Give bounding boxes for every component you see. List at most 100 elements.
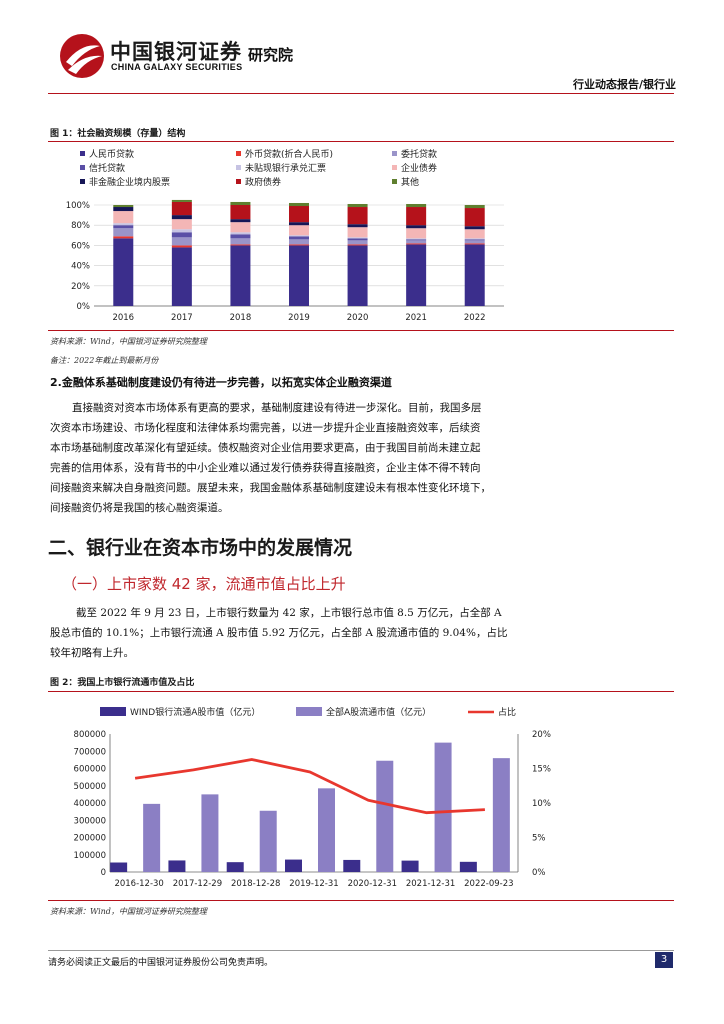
figure1-bottom-rule xyxy=(48,330,674,331)
bar-segment xyxy=(464,229,485,239)
bar-segment xyxy=(230,244,251,246)
bar-segment xyxy=(171,219,192,230)
paragraph-line: 股总市值的 10.1%；上市银行流通 A 股市值 5.92 万亿元，占全部 A … xyxy=(50,627,508,639)
chapter-heading: 二、银行业在资本市场中的发展情况 xyxy=(48,537,353,559)
bar-all-a-share-float-cap xyxy=(434,742,452,872)
figure1-source: 资料来源：Wind，中国银河证券研究院整理 xyxy=(50,337,207,346)
bar-segment xyxy=(406,228,427,239)
y2-tick-label: 20% xyxy=(532,730,551,740)
y-tick-label: 20% xyxy=(71,282,90,292)
y2-tick-label: 0% xyxy=(532,868,546,878)
bar-segment xyxy=(230,245,251,306)
paragraph-line: 次资本市场建设、市场化程度和法律体系均需完善，以进一步提升企业直接融资效率，后续… xyxy=(50,422,481,434)
bar-bank-float-cap xyxy=(110,862,128,872)
bar-segment xyxy=(113,211,134,224)
y-tick-label: 100% xyxy=(66,201,90,211)
header-divider xyxy=(48,93,674,94)
legend-label: 占比 xyxy=(498,706,516,718)
footer-divider xyxy=(48,950,674,951)
paragraph-line: 完善的信用体系，没有背书的中小企业难以通过发行债券获得直接融资，企业主体不得不转… xyxy=(50,462,481,474)
paragraph-line: 间接融资来解决自身融资问题。展望未来，我国金融体系基础制度建设未有根本性变化环境… xyxy=(50,482,491,494)
y-tick-label: 400000 xyxy=(74,799,106,809)
x-tick-label: 2019-12-31 xyxy=(289,879,338,889)
legend-label: 其他 xyxy=(401,176,419,188)
x-tick-label: 2022-09-23 xyxy=(464,879,513,889)
legend-swatch xyxy=(80,179,85,184)
y-tick-label: 40% xyxy=(71,262,90,272)
bar-segment xyxy=(347,237,368,239)
bar-segment xyxy=(113,223,134,226)
bar-segment xyxy=(171,199,192,202)
bar-segment xyxy=(230,219,251,223)
y-tick-label: 80% xyxy=(71,221,90,231)
bar-segment xyxy=(113,238,134,306)
bar-segment xyxy=(289,236,309,240)
bar-segment xyxy=(230,238,251,245)
legend-label: WIND银行流通A股市值（亿元） xyxy=(130,706,260,718)
bar-all-a-share-float-cap xyxy=(143,803,161,872)
bar-segment xyxy=(464,239,485,241)
y-tick-label: 0 xyxy=(101,868,106,878)
bar-segment xyxy=(113,225,134,229)
legend-swatch xyxy=(236,179,241,184)
y-tick-label: 60% xyxy=(71,241,90,251)
bar-segment xyxy=(406,207,427,226)
bar-segment xyxy=(464,226,485,230)
chapter-subheading: （一）上市家数 42 家，流通市值占比上升 xyxy=(62,575,346,593)
bar-bank-float-cap xyxy=(401,860,419,872)
x-tick-label: 2016-12-30 xyxy=(114,879,163,889)
legend-label: 全部A股流通市值（亿元） xyxy=(326,706,431,718)
y-tick-label: 500000 xyxy=(74,782,106,792)
figure2-share-line xyxy=(134,758,485,815)
x-tick-label: 2021-12-31 xyxy=(406,879,455,889)
bar-all-a-share-float-cap xyxy=(318,788,335,872)
legend-label: 人民币贷款 xyxy=(89,148,134,160)
bar-segment xyxy=(289,244,309,246)
legend-swatch xyxy=(392,165,397,170)
bar-segment xyxy=(464,238,485,240)
bar-segment xyxy=(113,207,134,212)
bar-segment xyxy=(464,205,485,209)
paragraph-line: 直接融资对资本市场体系有更高的要求，基础制度建设有待进一步深化。目前，我国多层 xyxy=(72,402,482,414)
paragraph-line: 截至 2022 年 9 月 23 日，上市银行数量为 42 家，上市银行总市值 … xyxy=(76,607,502,619)
bar-all-a-share-float-cap xyxy=(259,810,277,872)
bar-segment xyxy=(464,244,485,306)
figure1-note: 备注：2022年截止到最新月份 xyxy=(50,356,159,365)
section-heading: 2.金融体系基础制度建设仍有待进一步完善，以拓宽实体企业融资渠道 xyxy=(50,376,392,389)
bar-bank-float-cap xyxy=(343,859,361,872)
legend-label: 外币贷款(折合人民币) xyxy=(245,148,333,160)
paragraph-line: 本市场基础制度改革深化有望延续。债权融资对企业信用要求更高，由于我国目前尚未建立… xyxy=(50,442,481,454)
bar-segment xyxy=(289,245,309,306)
bar-segment xyxy=(230,232,251,235)
bar-all-a-share-float-cap xyxy=(492,758,510,872)
figure2-bottom-rule xyxy=(48,900,674,901)
legend-swatch xyxy=(236,151,241,156)
x-tick-label: 2020-12-31 xyxy=(348,879,397,889)
bar-segment xyxy=(406,203,427,208)
bar-segment xyxy=(406,243,427,245)
bar-segment xyxy=(347,224,368,228)
bar-segment xyxy=(289,239,309,245)
bar-segment xyxy=(230,222,251,233)
legend-label: 政府债券 xyxy=(245,176,281,188)
legend-swatch xyxy=(80,151,85,156)
bar-segment xyxy=(171,229,192,233)
bar-segment xyxy=(406,239,427,241)
y-tick-label: 300000 xyxy=(74,816,106,826)
bar-segment xyxy=(347,207,368,225)
figure2-chart: WIND银行流通A股市值（亿元） 全部A股流通市值（亿元） 占比 0 100000 20… xyxy=(74,706,551,889)
bar-segment xyxy=(289,225,309,236)
figure1-title: 图 1：社会融资规模（存量）结构 xyxy=(50,129,186,139)
y-tick-label: 800000 xyxy=(74,730,106,740)
section-paragraph: 直接融资对资本市场体系有更高的要求，基础制度建设有待进一步深化。目前，我国多层 … xyxy=(50,398,624,518)
bar-segment xyxy=(464,208,485,227)
x-tick-label: 2021 xyxy=(405,313,427,323)
bar-segment xyxy=(171,232,192,238)
y-tick-label: 100000 xyxy=(74,851,106,861)
legend-swatch xyxy=(392,179,397,184)
legend-label: 信托贷款 xyxy=(89,162,125,174)
bar-segment xyxy=(171,237,192,246)
bar-segment xyxy=(230,205,251,220)
